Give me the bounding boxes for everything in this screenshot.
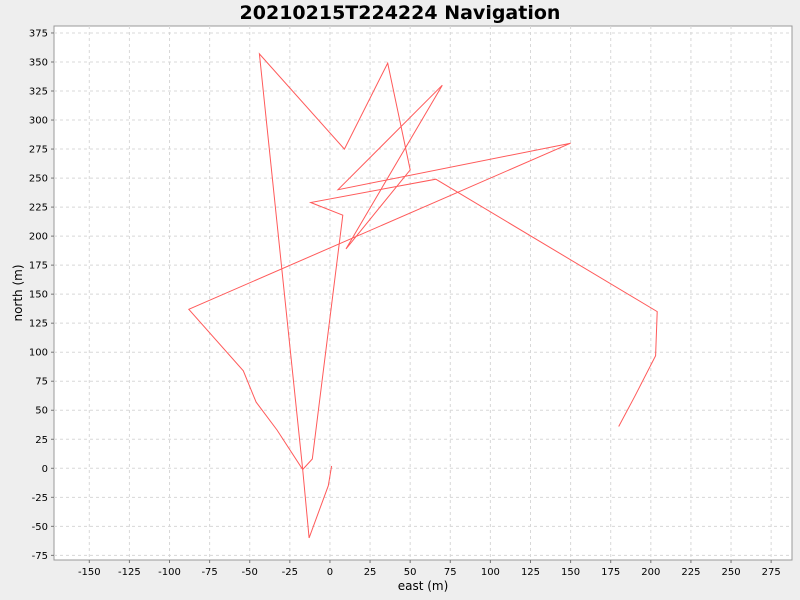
x-tick-label: 150: [561, 567, 580, 578]
x-tick-label: 250: [721, 567, 740, 578]
x-tick-label: 175: [601, 567, 620, 578]
y-tick-label: 375: [29, 28, 48, 39]
y-tick-label: -50: [32, 522, 48, 533]
series-layer: [187, 52, 658, 539]
y-tick-label: 125: [29, 319, 48, 330]
series-line-0: [187, 52, 658, 539]
plot-area: [53, 25, 793, 561]
y-tick-label: 300: [29, 116, 48, 127]
x-tick-label: 100: [481, 567, 500, 578]
x-tick-label: 125: [521, 567, 540, 578]
y-tick-label: -75: [32, 551, 48, 562]
y-tick-label: -25: [32, 493, 48, 504]
y-tick-label: 275: [29, 145, 48, 156]
x-tick-label: -50: [242, 567, 258, 578]
x-tick-label: 275: [762, 567, 781, 578]
x-tick-label: -150: [78, 567, 101, 578]
y-tick-label: 175: [29, 261, 48, 272]
x-axis-label: east (m): [398, 579, 449, 593]
y-axis-label: north (m): [11, 264, 25, 321]
x-tick-label: 200: [641, 567, 660, 578]
x-tick-label: -75: [201, 567, 217, 578]
y-tick-label: 325: [29, 87, 48, 98]
y-tick-label: 75: [35, 377, 48, 388]
chart-title: 20210215T224224 Navigation: [240, 2, 561, 24]
y-tick-label: 150: [29, 290, 48, 301]
y-axis: -75 -50 -25 0 25 50 75 100 125 150 175 200 225 250 275…: [29, 28, 54, 562]
y-tick-label: 25: [35, 435, 48, 446]
y-tick-label: 225: [29, 203, 48, 214]
x-tick-label: -25: [282, 567, 298, 578]
x-tick-label: 225: [681, 567, 700, 578]
x-tick-label: 25: [364, 567, 377, 578]
y-tick-label: 100: [29, 348, 48, 359]
y-tick-label: 50: [35, 406, 48, 417]
y-tick-label: 250: [29, 174, 48, 185]
x-axis: -150 -125 -100 -75 -50 -25 0 25 50 75 100 125 150 175…: [78, 560, 781, 578]
y-tick-label: 0: [42, 464, 48, 475]
x-tick-label: 50: [404, 567, 417, 578]
x-tick-label: 0: [327, 567, 333, 578]
x-tick-label: -125: [118, 567, 141, 578]
x-tick-label: -100: [158, 567, 181, 578]
y-tick-label: 200: [29, 232, 48, 243]
x-tick-label: 75: [444, 567, 457, 578]
y-tick-label: 350: [29, 57, 48, 68]
